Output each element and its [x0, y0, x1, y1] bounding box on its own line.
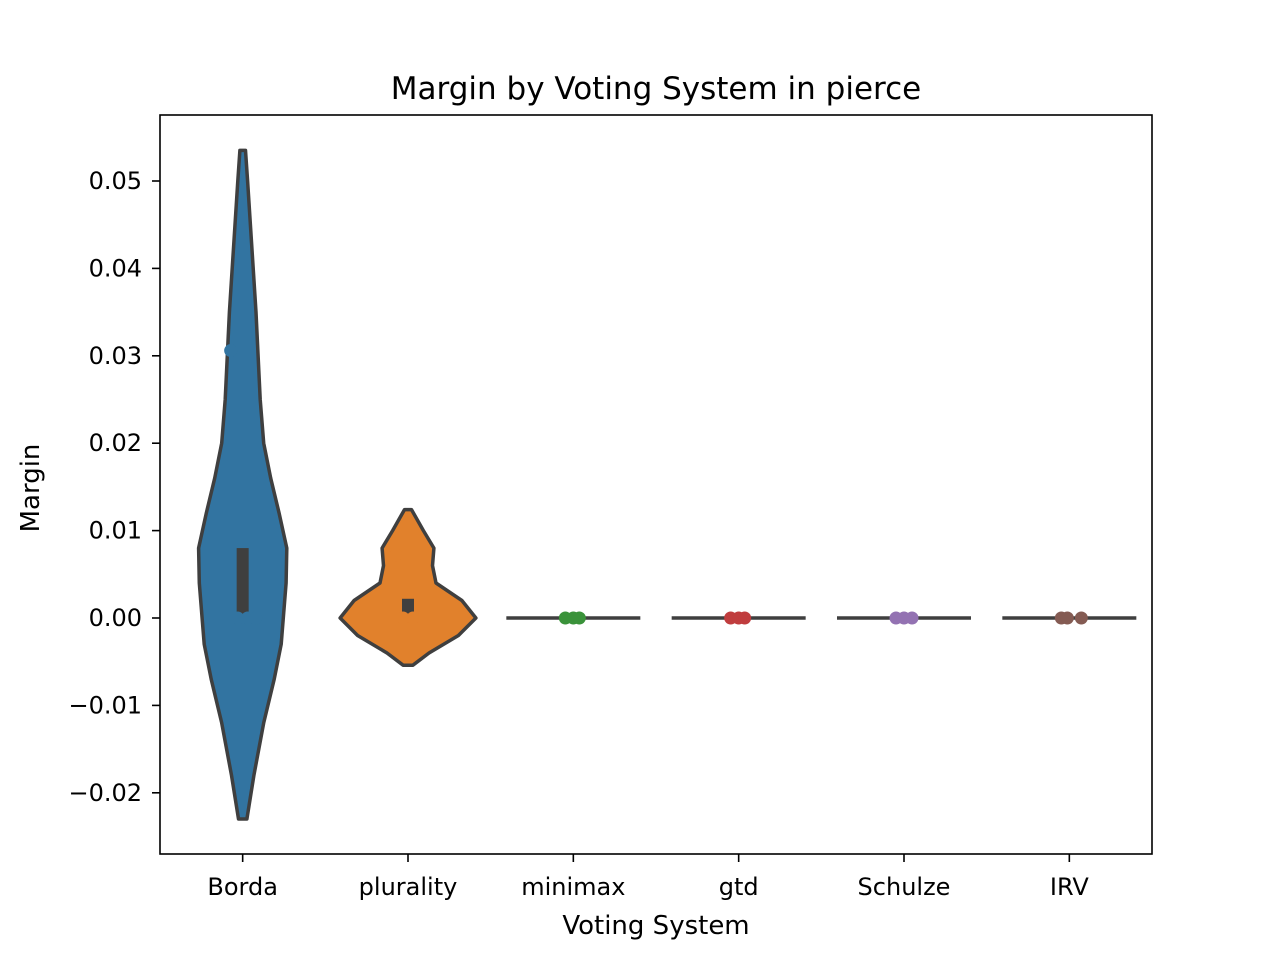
y-axis-label: Margin [16, 444, 46, 533]
y-tick-label: 0.05 [89, 167, 142, 195]
violin-group-borda [196, 148, 289, 821]
y-tick-label: 0.02 [89, 429, 142, 457]
axes-frame [159, 114, 1153, 855]
x-tick-label: gtd [719, 873, 759, 901]
data-point [224, 344, 238, 358]
data-point [1060, 611, 1074, 625]
y-axis: −0.02 −0.01 0.00 0.01 0.02 0.03 0.04 0.05 [68, 167, 160, 807]
data-point [738, 611, 752, 625]
violin-body [196, 148, 289, 821]
data-point [231, 611, 245, 625]
violin-group-minimax [506, 611, 641, 625]
x-tick-label: IRV [1050, 873, 1089, 901]
plot-area [196, 148, 1137, 821]
violin-body [338, 507, 478, 667]
y-tick-label: −0.02 [68, 779, 142, 807]
data-point [396, 611, 410, 625]
x-tick-label: Borda [207, 873, 278, 901]
data-point [572, 611, 586, 625]
x-tick-label: Schulze [858, 873, 951, 901]
violin-group-irv [1002, 611, 1137, 625]
y-tick-label: 0.01 [89, 517, 142, 545]
x-axis-label: Voting System [562, 911, 749, 941]
data-point [1074, 611, 1088, 625]
chart-title: Margin by Voting System in pierce [391, 71, 921, 107]
data-point [389, 548, 403, 562]
y-tick-label: 0.00 [89, 604, 142, 632]
violin-group-plurality [338, 507, 478, 667]
x-tick-label: plurality [359, 873, 458, 901]
y-tick-label: −0.01 [68, 691, 142, 719]
data-point [406, 611, 420, 625]
y-tick-label: 0.03 [89, 342, 142, 370]
x-tick-label: minimax [521, 873, 625, 901]
violin-group-gtd [671, 611, 806, 625]
x-axis: Borda plurality minimax gtd Schulze IRV [207, 854, 1089, 901]
violin-group-schulze [837, 611, 971, 625]
y-tick-label: 0.04 [89, 254, 142, 282]
data-point [249, 611, 263, 625]
data-point [905, 611, 919, 625]
violin-iqr-box [236, 548, 249, 618]
